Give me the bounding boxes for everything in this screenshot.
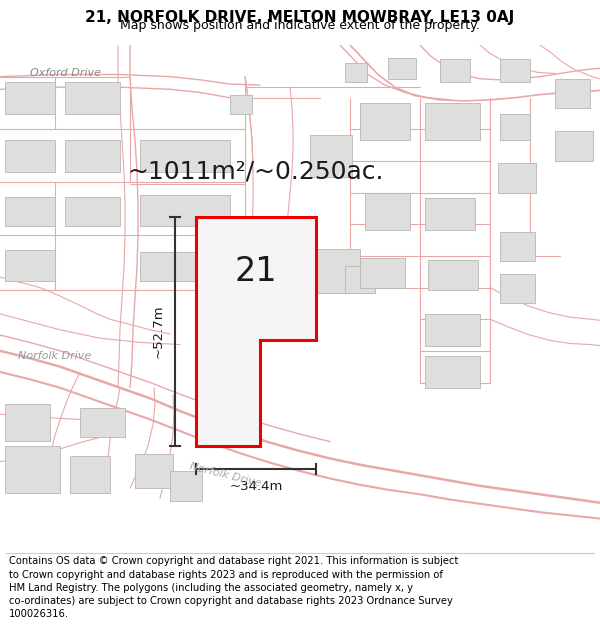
Text: Map shows position and indicative extent of the property.: Map shows position and indicative extent… <box>120 19 480 32</box>
Bar <box>555 79 590 108</box>
Text: 21, NORFOLK DRIVE, MELTON MOWBRAY, LE13 0AJ: 21, NORFOLK DRIVE, MELTON MOWBRAY, LE13 … <box>85 10 515 25</box>
Bar <box>230 94 252 114</box>
Bar <box>140 252 195 281</box>
Bar <box>170 471 202 501</box>
Bar <box>388 58 416 79</box>
Bar <box>140 140 230 171</box>
Bar <box>5 446 60 493</box>
Bar <box>365 192 410 229</box>
Bar <box>360 258 405 288</box>
Bar <box>5 249 55 281</box>
Bar <box>65 140 120 171</box>
Bar <box>500 274 535 303</box>
Bar <box>425 356 480 388</box>
Bar <box>500 114 530 140</box>
Text: 21: 21 <box>235 255 277 288</box>
Bar <box>345 63 367 82</box>
Bar <box>70 456 110 493</box>
Bar <box>425 198 475 229</box>
Text: ~52.7m: ~52.7m <box>152 304 165 358</box>
Bar <box>65 197 120 226</box>
Bar <box>65 82 120 114</box>
Text: Contains OS data © Crown copyright and database right 2021. This information is : Contains OS data © Crown copyright and d… <box>9 556 458 619</box>
Text: ~1011m²/~0.250ac.: ~1011m²/~0.250ac. <box>128 159 384 184</box>
Bar <box>555 131 593 161</box>
Bar <box>425 314 480 346</box>
Bar <box>500 59 530 82</box>
Bar <box>440 59 470 82</box>
Text: Norfolk Drive: Norfolk Drive <box>18 351 91 361</box>
Bar <box>5 140 55 171</box>
Bar <box>428 260 478 290</box>
Bar <box>425 103 480 140</box>
Bar <box>80 408 125 437</box>
Bar <box>310 134 352 177</box>
Bar <box>5 404 50 441</box>
Bar <box>500 232 535 261</box>
Bar <box>140 195 230 226</box>
Bar <box>305 249 360 293</box>
Bar <box>135 454 173 488</box>
Text: ~34.4m: ~34.4m <box>229 479 283 492</box>
Bar <box>498 163 536 192</box>
Bar <box>5 82 55 114</box>
Bar <box>345 266 375 293</box>
Bar <box>5 197 55 226</box>
Polygon shape <box>196 217 316 446</box>
Text: Oxford Drive: Oxford Drive <box>30 69 101 79</box>
Text: Norfolk Drive: Norfolk Drive <box>188 462 262 489</box>
Bar <box>360 103 410 140</box>
